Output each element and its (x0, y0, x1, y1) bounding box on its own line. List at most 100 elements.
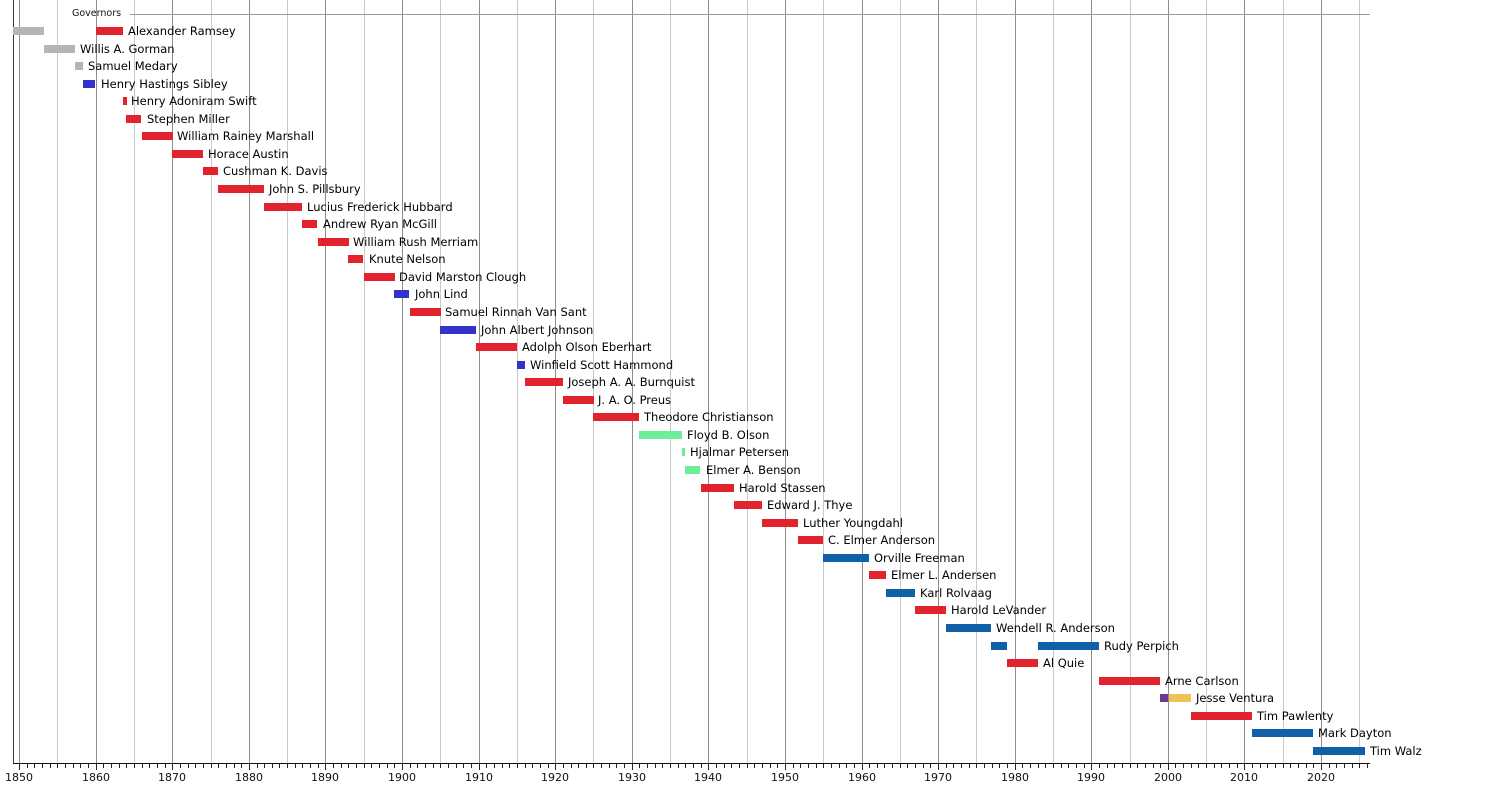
axis-tick-major (325, 764, 326, 770)
axis-tick-minor (1221, 764, 1222, 768)
axis-tick-minor (157, 764, 158, 768)
axis-tick-minor (907, 764, 908, 768)
term-bar-farmer_labor (639, 431, 682, 439)
governor-name-label: Alexander Ramsey (128, 24, 236, 38)
gridline-5yr (747, 0, 748, 763)
axis-tick-minor (310, 764, 311, 768)
gridline-decade (1321, 0, 1322, 763)
axis-tick-minor (1107, 764, 1108, 768)
axis-year-label: 1950 (771, 771, 799, 784)
axis-tick-minor (1068, 764, 1069, 768)
axis-tick-minor (1160, 764, 1161, 768)
term-bar-republican (142, 132, 173, 140)
axis-tick-major (402, 764, 403, 770)
gridline-5yr (670, 0, 671, 763)
gridline-decade (479, 0, 480, 763)
axis-tick-minor (80, 764, 81, 768)
gridline-5yr (364, 0, 365, 763)
axis-tick-minor (1130, 764, 1131, 768)
axis-tick-minor (1344, 764, 1345, 768)
gridline-5yr (1053, 0, 1054, 763)
axis-tick-major (1321, 764, 1322, 770)
axis-tick-minor (976, 764, 977, 768)
axis-tick-minor (1290, 764, 1291, 768)
term-bar-democratic (83, 80, 95, 88)
governor-name-label: Samuel Rinnah Van Sant (445, 305, 587, 319)
axis-tick-minor (471, 764, 472, 768)
gridline-decade (402, 0, 403, 763)
axis-tick-minor (257, 764, 258, 768)
axis-tick-minor (1306, 764, 1307, 768)
axis-tick-major (249, 764, 250, 770)
axis-year-label: 2010 (1230, 771, 1258, 784)
governor-name-label: Luther Youngdahl (803, 516, 903, 530)
axis-year-label: 1940 (694, 771, 722, 784)
axis-tick-minor (1283, 764, 1284, 768)
axis-tick-minor (1007, 764, 1008, 768)
governor-name-label: William Rainey Marshall (177, 129, 315, 143)
axis-tick-minor (180, 764, 181, 768)
axis-tick-major (785, 764, 786, 770)
gridline-decade (632, 0, 633, 763)
governor-name-label: Samuel Medary (88, 59, 178, 73)
axis-tick-minor (119, 764, 120, 768)
governor-name-label: Arne Carlson (1165, 674, 1239, 688)
axis-year-label: 1980 (1001, 771, 1029, 784)
governor-name-label: Harold Stassen (739, 481, 826, 495)
governor-name-label: Cushman K. Davis (223, 164, 328, 178)
axis-tick-minor (509, 764, 510, 768)
axis-tick-minor (1252, 764, 1253, 768)
axis-tick-minor (486, 764, 487, 768)
axis-tick-minor (854, 764, 855, 768)
governor-name-label: John Albert Johnson (481, 323, 594, 337)
axis-tick-minor (571, 764, 572, 768)
axis-tick-minor (961, 764, 962, 768)
chart-title: Governors (72, 8, 122, 19)
axis-tick-minor (42, 764, 43, 768)
term-bar-democratic (517, 361, 525, 369)
axis-tick-minor (211, 764, 212, 768)
axis-tick-minor (1329, 764, 1330, 768)
axis-tick-minor (915, 764, 916, 768)
axis-tick-minor (440, 764, 441, 768)
gridline-5yr (976, 0, 977, 763)
axis-year-label: 1870 (158, 771, 186, 784)
axis-tick-minor (1045, 764, 1046, 768)
axis-tick-minor (839, 764, 840, 768)
axis-tick-minor (816, 764, 817, 768)
axis-tick-minor (800, 764, 801, 768)
axis-tick-major (1244, 764, 1245, 770)
term-bar-territorial (75, 62, 83, 70)
axis-tick-minor (578, 764, 579, 768)
term-bar-republican (762, 519, 798, 527)
gridline-5yr (134, 0, 135, 763)
governor-name-label: Mark Dayton (1318, 726, 1392, 740)
axis-tick-minor (1030, 764, 1031, 768)
axis-tick-minor (999, 764, 1000, 768)
governor-name-label: William Rush Merriam (353, 235, 479, 249)
axis-tick-minor (73, 764, 74, 768)
axis-tick-minor (762, 764, 763, 768)
axis-tick-minor (992, 764, 993, 768)
governor-name-label: Wendell R. Anderson (996, 621, 1115, 635)
governor-name-label: Henry Adoniram Swift (131, 94, 257, 108)
axis-tick-minor (387, 764, 388, 768)
axis-tick-minor (65, 764, 66, 768)
axis-tick-minor (1114, 764, 1115, 768)
gridline-5yr (1359, 0, 1360, 763)
term-bar-dfl (1252, 729, 1313, 737)
axis-tick-minor (57, 764, 58, 768)
axis-year-label: 1910 (465, 771, 493, 784)
axis-tick-minor (693, 764, 694, 768)
governor-name-label: Karl Rolvaag (920, 586, 992, 600)
governor-name-label: David Marston Clough (399, 270, 527, 284)
axis-tick-minor (371, 764, 372, 768)
gridline-5yr (211, 0, 212, 763)
axis-tick-minor (953, 764, 954, 768)
governor-name-label: Theodore Christianson (644, 410, 774, 424)
axis-tick-minor (1359, 764, 1360, 768)
axis-year-label: 1900 (388, 771, 416, 784)
axis-tick-minor (601, 764, 602, 768)
term-bar-republican (701, 484, 734, 492)
axis-tick-minor (188, 764, 189, 768)
